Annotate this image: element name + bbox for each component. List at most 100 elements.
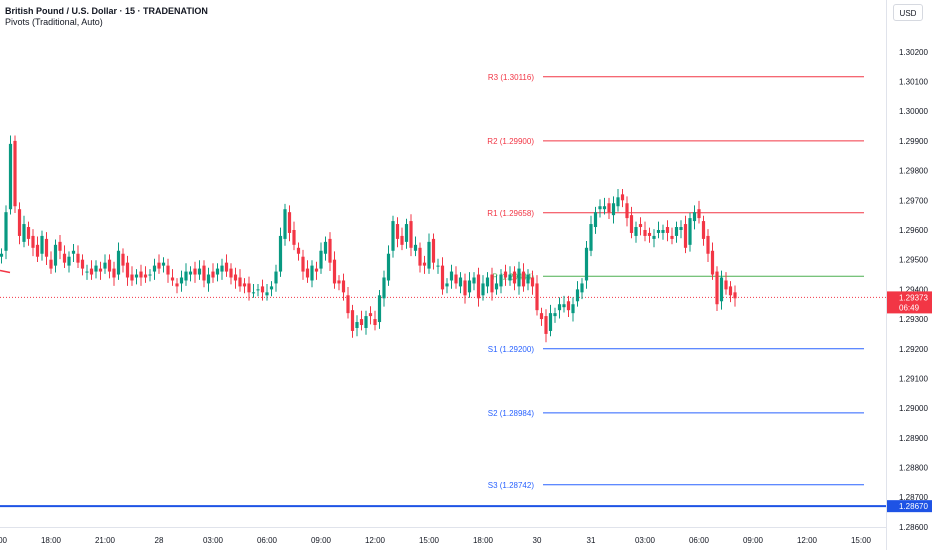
currency-button[interactable]: USD — [893, 4, 923, 21]
candle — [40, 230, 44, 261]
candle-body — [368, 313, 373, 317]
candle — [121, 248, 125, 273]
candle-body — [472, 277, 476, 284]
candle-body — [445, 283, 449, 287]
candle — [260, 279, 265, 301]
candle — [490, 267, 494, 301]
candle — [422, 255, 427, 274]
candle-body — [193, 268, 197, 275]
candle-body — [476, 274, 481, 299]
candle — [481, 275, 485, 301]
candle-body — [517, 268, 521, 287]
candle — [620, 189, 625, 208]
candle-body — [265, 292, 269, 296]
candle — [310, 260, 314, 288]
pivot-label: R3 (1.30116) — [488, 73, 534, 82]
candle — [593, 206, 598, 234]
candle — [445, 278, 449, 294]
candle — [436, 258, 440, 274]
candle — [76, 245, 80, 268]
candle — [211, 263, 215, 283]
candle-body — [683, 224, 688, 248]
candle — [332, 251, 337, 289]
candle-body — [242, 283, 247, 287]
candle — [670, 227, 674, 245]
candle-body — [386, 253, 391, 281]
candle — [404, 218, 409, 249]
candle — [400, 227, 404, 251]
last-price-tag-label: 1.29373 — [899, 293, 928, 302]
candle-body — [0, 253, 4, 257]
price-tick-label: 1.29300 — [899, 315, 928, 324]
candle-body — [494, 283, 499, 290]
price-tick-label: 1.29800 — [899, 167, 928, 176]
time-tick-label: 21:00 — [95, 536, 116, 545]
indicator-label[interactable]: Pivots (Traditional, Auto) — [5, 17, 103, 27]
candle — [719, 270, 724, 310]
candle-body — [611, 203, 616, 216]
candle-body — [400, 235, 404, 245]
time-tick-label: 15:00 — [419, 536, 440, 545]
candle-body — [278, 235, 283, 272]
candle — [616, 189, 620, 212]
candle — [701, 215, 706, 246]
candle — [589, 215, 593, 257]
candle-body — [404, 224, 409, 242]
time-tick-label: 09:00 — [311, 536, 332, 545]
candle — [107, 254, 112, 279]
candle-body — [526, 274, 530, 284]
candle — [692, 205, 697, 230]
candle — [724, 272, 728, 295]
candle-body — [638, 224, 643, 228]
candle-body — [197, 268, 202, 275]
candle-body — [728, 286, 733, 296]
time-tick-label: 31 — [587, 536, 596, 545]
candle-body — [688, 218, 692, 245]
candle-body — [49, 259, 53, 269]
candle-body — [319, 250, 323, 269]
candle — [188, 266, 193, 282]
candle-body — [679, 227, 683, 230]
candle — [697, 200, 701, 224]
candle-body — [355, 322, 359, 328]
candle-body — [418, 247, 422, 266]
candle-body — [607, 203, 611, 213]
candle-body — [220, 265, 224, 272]
candle-body — [701, 221, 706, 239]
candle — [0, 248, 4, 264]
candle — [8, 135, 13, 215]
candle — [26, 221, 31, 246]
candle — [458, 272, 463, 294]
candle — [359, 310, 364, 331]
candle-body — [26, 227, 31, 239]
candle-body — [40, 235, 44, 254]
candle — [4, 205, 8, 260]
candle — [611, 196, 616, 224]
candle-body — [566, 301, 571, 311]
candle-body — [665, 227, 670, 233]
candle-body — [557, 304, 562, 311]
candle-body — [283, 209, 287, 239]
candle-body — [238, 277, 242, 287]
candle-body — [449, 271, 454, 281]
candle-body — [499, 274, 503, 287]
candle-body — [175, 283, 179, 287]
candle-body — [188, 271, 193, 275]
candle-body — [422, 262, 427, 266]
candle — [377, 289, 382, 329]
candle-body — [593, 212, 598, 228]
candle-body — [4, 212, 8, 251]
candle-body — [652, 235, 656, 239]
candle — [112, 261, 116, 286]
candle-body — [17, 209, 22, 236]
candle-body — [76, 253, 80, 263]
candle — [679, 220, 683, 239]
candle-body — [485, 277, 490, 287]
candle — [278, 227, 283, 277]
candle — [485, 272, 490, 294]
candle — [728, 281, 733, 303]
candle-body — [692, 212, 697, 222]
candle-body — [89, 268, 94, 275]
candle-body — [427, 241, 431, 269]
